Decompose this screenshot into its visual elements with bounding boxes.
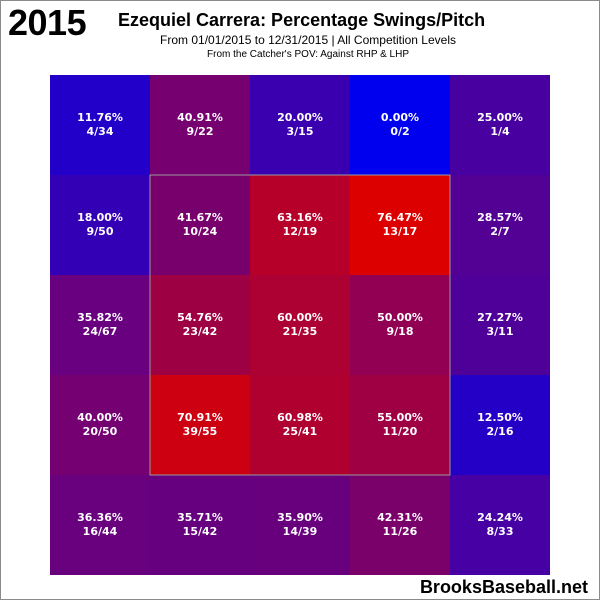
cell-fraction-r3-c4: 2/16: [487, 425, 514, 438]
cell-percent-r4-c3: 42.31%: [377, 511, 423, 524]
cell-fraction-r2-c4: 3/11: [487, 325, 514, 338]
cell-fraction-r1-c2: 12/19: [283, 225, 318, 238]
cell-fraction-r1-c4: 2/7: [490, 225, 509, 238]
chart-subtitle-pov: From the Catcher's POV: Against RHP & LH…: [207, 49, 409, 60]
cell-fraction-r3-c0: 20/50: [83, 425, 118, 438]
strike-zone-outline: [149, 174, 451, 476]
cell-percent-r1-c0: 18.00%: [77, 211, 123, 224]
cell-fraction-r0-c1: 9/22: [187, 125, 214, 138]
cell-percent-r2-c2: 60.00%: [277, 311, 323, 324]
chart-title: Ezequiel Carrera: Percentage Swings/Pitc…: [118, 10, 486, 30]
heatmap-cell-r4-c1: [150, 475, 250, 575]
cell-fraction-r0-c0: 4/34: [87, 125, 114, 138]
heatmap-cell-r2-c0: [50, 275, 150, 375]
heatmap-cell-r2-c4: [450, 275, 550, 375]
cell-percent-r4-c4: 24.24%: [477, 511, 523, 524]
brooksbaseball-watermark: BrooksBaseball.net: [419, 577, 588, 597]
cell-percent-r3-c1: 70.91%: [177, 411, 223, 424]
cell-fraction-r2-c3: 9/18: [387, 325, 414, 338]
heatmap-cell-r3-c1: [150, 375, 250, 475]
year-label: 2015: [8, 2, 87, 43]
cell-percent-r1-c3: 76.47%: [377, 211, 423, 224]
heatmap-cell-r0-c0: [50, 75, 150, 175]
chart-subtitle: From 01/01/2015 to 12/31/2015 | All Comp…: [160, 33, 456, 47]
heatmap-cell-r3-c2: [250, 375, 350, 475]
cell-percent-r3-c2: 60.98%: [277, 411, 323, 424]
heatmap-cell-r1-c0: [50, 175, 150, 275]
cell-fraction-r0-c2: 3/15: [287, 125, 314, 138]
cell-fraction-r3-c1: 39/55: [183, 425, 218, 438]
cell-fraction-r1-c1: 10/24: [183, 225, 218, 238]
cell-percent-r2-c1: 54.76%: [177, 311, 223, 324]
cell-fraction-r2-c1: 23/42: [183, 325, 218, 338]
cell-percent-r2-c4: 27.27%: [477, 311, 523, 324]
heatmap-cell-r3-c3: [350, 375, 450, 475]
cell-fraction-r4-c4: 8/33: [487, 525, 514, 538]
cell-fraction-r0-c3: 0/2: [390, 125, 409, 138]
cell-percent-r0-c2: 20.00%: [277, 111, 323, 124]
heatmap-cell-r3-c4: [450, 375, 550, 475]
heatmap-cell-r4-c4: [450, 475, 550, 575]
heatmap-cell-r2-c3: [350, 275, 450, 375]
cell-percent-r0-c1: 40.91%: [177, 111, 223, 124]
cell-fraction-r1-c0: 9/50: [87, 225, 114, 238]
cell-fraction-r1-c3: 13/17: [383, 225, 418, 238]
cell-percent-r3-c4: 12.50%: [477, 411, 523, 424]
heatmap-cell-r4-c3: [350, 475, 450, 575]
heatmap-cell-r0-c3: [350, 75, 450, 175]
heatmap-cell-r1-c4: [450, 175, 550, 275]
heatmap-cell-r2-c1: [150, 275, 250, 375]
heatmap-cell-r0-c1: [150, 75, 250, 175]
cell-fraction-r2-c0: 24/67: [83, 325, 118, 338]
cell-percent-r0-c0: 11.76%: [77, 111, 123, 124]
heatmap-cell-r3-c0: [50, 375, 150, 475]
heatmap-cell-r4-c2: [250, 475, 350, 575]
cell-percent-r1-c4: 28.57%: [477, 211, 523, 224]
cell-percent-r2-c3: 50.00%: [377, 311, 423, 324]
cell-fraction-r4-c3: 11/26: [383, 525, 418, 538]
cell-percent-r4-c2: 35.90%: [277, 511, 323, 524]
heatmap-cell-r1-c1: [150, 175, 250, 275]
cell-fraction-r2-c2: 21/35: [283, 325, 318, 338]
heatmap-cell-r1-c2: [250, 175, 350, 275]
cell-fraction-r4-c0: 16/44: [83, 525, 118, 538]
heatmap-cell-r0-c2: [250, 75, 350, 175]
cell-percent-r2-c0: 35.82%: [77, 311, 123, 324]
cell-percent-r3-c3: 55.00%: [377, 411, 423, 424]
cell-fraction-r0-c4: 1/4: [490, 125, 510, 138]
cell-percent-r4-c0: 36.36%: [77, 511, 123, 524]
cell-fraction-r3-c3: 11/20: [383, 425, 418, 438]
cell-percent-r0-c3: 0.00%: [381, 111, 419, 124]
cell-percent-r1-c1: 41.67%: [177, 211, 223, 224]
cell-fraction-r4-c2: 14/39: [283, 525, 318, 538]
cell-fraction-r4-c1: 15/42: [183, 525, 218, 538]
heatmap-cell-r2-c2: [250, 275, 350, 375]
heatmap-cell-r0-c4: [450, 75, 550, 175]
cell-percent-r4-c1: 35.71%: [177, 511, 223, 524]
cell-percent-r1-c2: 63.16%: [277, 211, 323, 224]
cell-percent-r3-c0: 40.00%: [77, 411, 123, 424]
heatmap-cell-r1-c3: [350, 175, 450, 275]
cell-percent-r0-c4: 25.00%: [477, 111, 523, 124]
heatmap-cell-r4-c0: [50, 475, 150, 575]
cell-fraction-r3-c2: 25/41: [283, 425, 318, 438]
